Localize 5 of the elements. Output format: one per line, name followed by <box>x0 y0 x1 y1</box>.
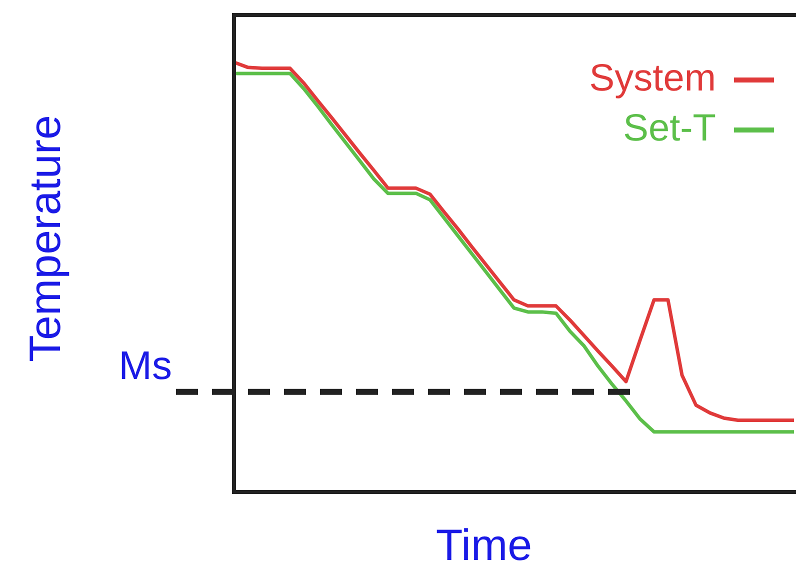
x-axis-title: Time <box>436 521 532 570</box>
ref-line-label: Ms <box>118 344 172 388</box>
legend-label: System <box>589 57 716 100</box>
y-axis-title: Temperature <box>21 114 70 362</box>
legend-label: Set-T <box>623 107 716 150</box>
